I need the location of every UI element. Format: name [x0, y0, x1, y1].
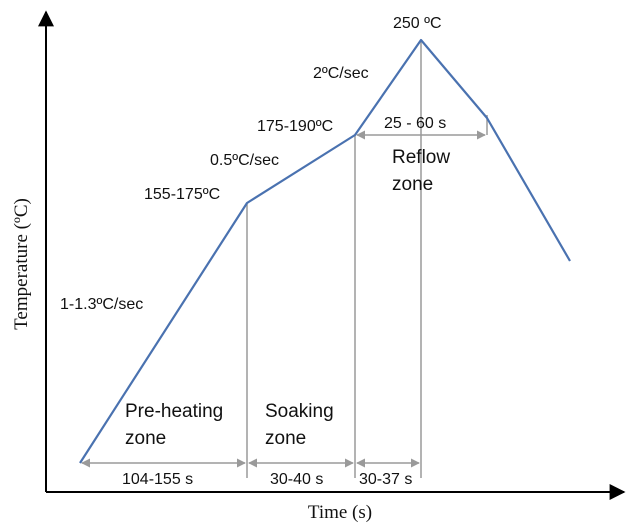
temperature-profile-curve [79, 38, 571, 464]
preheat-slope-label: 1-1.3ºC/sec [60, 296, 143, 313]
reflow-rise-slope-label: 2ºC/sec [313, 65, 369, 82]
above-liquidus-duration-label: 25 - 60 s [384, 115, 446, 132]
peak-temperature-label: 250 ºC [393, 15, 442, 32]
x-axis-title: Time (s) [308, 502, 372, 523]
preheat-zone-label-line2: zone [125, 428, 166, 449]
soak-end-temperature-label: 175-190ºC [257, 118, 333, 135]
y-axis-title: Temperature (ºC) [11, 198, 32, 330]
soak-slope-label: 0.5ºC/sec [210, 152, 279, 169]
preheat-duration-label: 104-155 s [122, 471, 193, 488]
reflow-zone-label-line1: Reflow [392, 147, 450, 168]
soak-duration-label: 30-40 s [270, 471, 323, 488]
preheat-zone-label-line1: Pre-heating [125, 401, 223, 422]
reflow-rise-duration-label: 30-37 s [359, 471, 412, 488]
preheat-end-temperature-label: 155-175ºC [144, 186, 220, 203]
soak-zone-label-line1: Soaking [265, 401, 334, 422]
reflow-zone-label-line2: zone [392, 174, 433, 195]
soak-zone-label-line2: zone [265, 428, 306, 449]
